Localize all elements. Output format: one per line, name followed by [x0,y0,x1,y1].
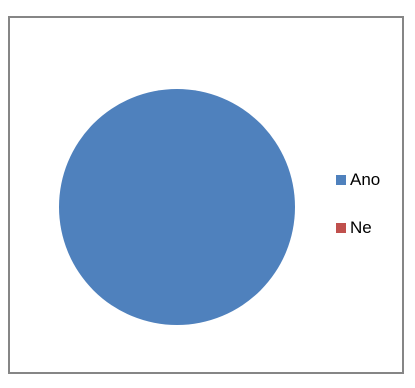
legend-item-ano: Ano [336,170,380,190]
legend-label-ano: Ano [350,170,381,189]
chart-legend: Ano Ne [336,170,380,266]
legend-item-ne: Ne [336,218,380,238]
legend-swatch-ne [336,223,346,233]
legend-label-ne: Ne [350,218,372,237]
legend-swatch-ano [336,175,346,185]
pie-slices [59,89,295,325]
pie-slice-ano [59,89,295,325]
